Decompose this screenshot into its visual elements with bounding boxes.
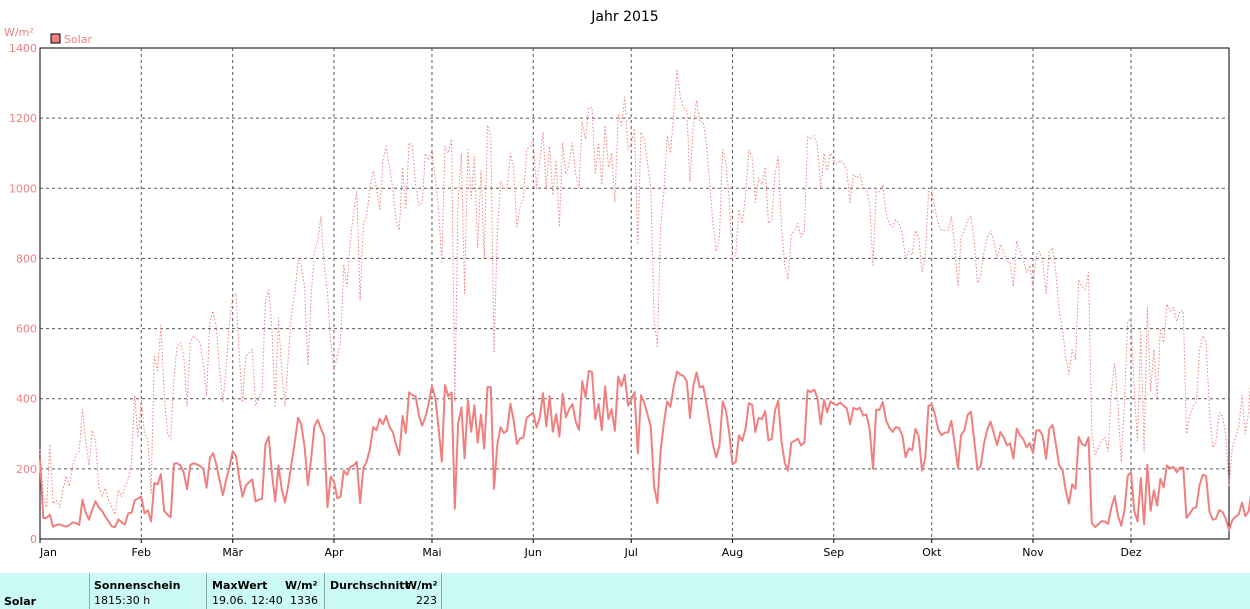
y-tick-label: 1000	[9, 182, 37, 195]
max-time: 12:40	[251, 594, 283, 607]
avg-header: Durchschnitt	[330, 579, 410, 592]
x-tick-label: Dez	[1120, 546, 1141, 559]
y-tick-label: 400	[16, 393, 37, 406]
x-tick-label: Jan	[39, 546, 57, 559]
x-tick-label: Aug	[722, 546, 743, 559]
y-tick-label: 600	[16, 323, 37, 336]
plot-frame	[39, 47, 1230, 540]
x-tick-label: Apr	[324, 546, 344, 559]
y-tick-label: 1400	[9, 42, 37, 55]
sunshine-value: 1815:30 h	[94, 594, 151, 607]
x-tick-label: Mai	[422, 546, 441, 559]
avg-unit: W/m²	[405, 579, 438, 592]
column-separator	[206, 573, 207, 609]
max-header: MaxWert	[212, 579, 268, 592]
y-tick-label: 0	[30, 533, 37, 546]
chart-area: Jahr 2015 W/m² Solar 0 200 400 600 800 1000 12…	[4, 9, 1250, 559]
max-value: 1336	[290, 594, 318, 607]
x-tick-label: Feb	[132, 546, 151, 559]
column-separator	[324, 573, 325, 609]
x-tick-label: Mär	[222, 546, 243, 559]
y-tick-label: 1200	[9, 112, 37, 125]
legend-swatch	[50, 33, 61, 44]
series-layer	[39, 68, 1250, 531]
avg-value: 223	[416, 594, 437, 607]
x-tick-label: Jul	[624, 546, 638, 559]
sunshine-header: Sonnenschein	[94, 579, 181, 592]
summary-table: Solar Sonnenschein 1815:30 h MaxWert W/m…	[0, 572, 1250, 609]
x-tick-label: Jun	[524, 546, 542, 559]
x-tick-label: Nov	[1022, 546, 1044, 559]
max-unit: W/m²	[285, 579, 318, 592]
column-separator	[89, 573, 90, 609]
legend-label: Solar	[64, 33, 93, 46]
y-tick-label: 800	[16, 252, 37, 265]
y-axis-unit: W/m²	[4, 26, 34, 39]
y-tick-label: 200	[16, 463, 37, 476]
chart-title: Jahr 2015	[590, 9, 658, 25]
grid-layer	[40, 48, 1229, 539]
summary-band	[0, 573, 1250, 609]
solar-max-line	[39, 68, 1250, 515]
column-separator	[441, 573, 442, 609]
tick-layer: 0 200 400 600 800 1000 1200 1400 Jan Feb Mär Apr Mai…	[9, 42, 1142, 559]
solar-mean-line	[39, 370, 1250, 531]
summary-row-label: Solar	[4, 595, 37, 608]
max-date: 19.06.	[212, 594, 247, 607]
x-tick-label: Okt	[922, 546, 942, 559]
chart-svg: Jahr 2015 W/m² Solar 0 200 400 600 800 1000 12…	[4, 9, 1250, 559]
x-tick-label: Sep	[823, 546, 844, 559]
